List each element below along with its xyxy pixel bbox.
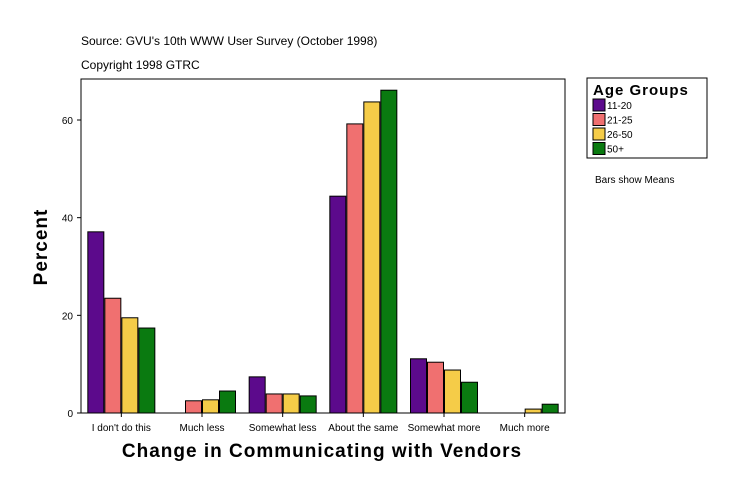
bar-21-25 bbox=[104, 297, 122, 414]
x-tick-label: Somewhat less bbox=[249, 423, 317, 434]
legend-label: 50+ bbox=[607, 145, 624, 156]
x-tick-label: I don't do this bbox=[92, 423, 151, 434]
bar-50plus bbox=[219, 390, 236, 414]
legend-label: 11-20 bbox=[607, 101, 632, 112]
bar-50plus bbox=[461, 381, 478, 414]
bar-26-50 bbox=[202, 399, 219, 414]
bar-26-50 bbox=[524, 408, 542, 414]
bar-21-25 bbox=[265, 393, 283, 414]
chart-source: Source: GVU's 10th WWW User Survey (Octo… bbox=[81, 34, 377, 48]
bar-11-20 bbox=[87, 231, 105, 414]
bar-26-50 bbox=[444, 369, 461, 414]
plot-area bbox=[80, 78, 566, 414]
bar-11-20 bbox=[248, 376, 266, 414]
chart-note: Bars show Means bbox=[595, 175, 674, 186]
x-tick-label: Much less bbox=[179, 423, 224, 434]
bar-21-25 bbox=[427, 361, 444, 414]
bar-11-20 bbox=[329, 195, 347, 414]
legend: Age Groups 11-20 21-25 26-50 50+ bbox=[586, 77, 708, 159]
bar-26-50 bbox=[363, 101, 381, 414]
y-tick-label: 60 bbox=[62, 116, 74, 127]
y-axis-label: Percent bbox=[31, 209, 52, 286]
bar-50plus bbox=[299, 395, 317, 414]
x-tick-label: Much more bbox=[500, 423, 550, 434]
legend-swatch bbox=[592, 127, 606, 141]
bar-21-25 bbox=[346, 123, 364, 414]
bar-50plus bbox=[380, 89, 398, 414]
x-axis-label: Change in Communicating with Vendors bbox=[122, 441, 522, 462]
bar-50plus bbox=[138, 327, 156, 414]
y-tick-label: 0 bbox=[67, 409, 73, 420]
legend-swatch bbox=[592, 142, 606, 155]
legend-swatch bbox=[592, 113, 606, 126]
legend-title: Age Groups bbox=[593, 82, 689, 99]
legend-swatch bbox=[592, 98, 606, 112]
legend-label: 26-50 bbox=[607, 130, 633, 141]
y-tick-label: 20 bbox=[62, 311, 74, 322]
x-tick-label: About the same bbox=[328, 423, 398, 434]
bar-21-25 bbox=[185, 400, 202, 414]
bar-26-50 bbox=[282, 393, 300, 414]
bar-26-50 bbox=[121, 317, 139, 414]
y-tick-label: 40 bbox=[62, 214, 74, 225]
chart-copyright: Copyright 1998 GTRC bbox=[81, 58, 200, 72]
bar-50plus bbox=[541, 403, 559, 414]
legend-label: 21-25 bbox=[607, 116, 633, 127]
legend-box bbox=[586, 77, 708, 159]
bar-11-20 bbox=[410, 358, 427, 414]
x-tick-label: Somewhat more bbox=[408, 423, 481, 434]
